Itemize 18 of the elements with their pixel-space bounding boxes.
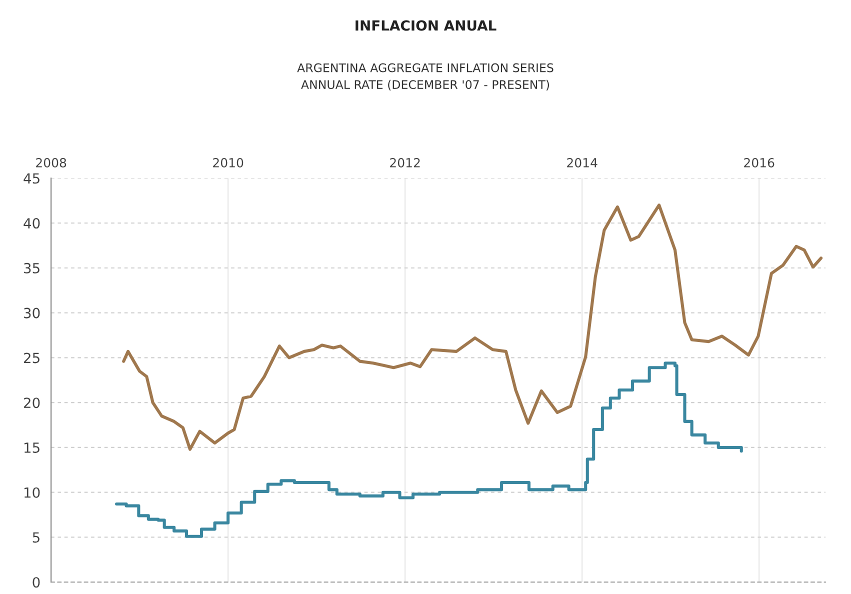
y-tick-label: 0	[32, 577, 40, 588]
y-tick-label: 15	[24, 442, 40, 453]
y-tick-label: 10	[24, 487, 40, 498]
x-tick-label: 2012	[390, 158, 420, 168]
y-tick-label: 45	[24, 173, 40, 184]
y-tick-label: 20	[24, 398, 40, 408]
line-series	[122, 204, 823, 451]
y-tick-label: 25	[24, 352, 40, 364]
x-tick-label: 2010	[213, 158, 244, 168]
y-tick-label: 30	[24, 308, 40, 318]
chart-subtitle: ARGENTINA AGGREGATE INFLATION SERIES ANNUAL RATE (DECEMBER '07 - PRESENT)	[297, 63, 554, 90]
y-tick-label: 5	[32, 532, 40, 543]
x-tick-label: 2016	[744, 158, 774, 168]
x-tick-label: 2014	[567, 158, 598, 168]
y-tick-label: 40	[24, 218, 40, 229]
x-tick-label: 2008	[36, 158, 66, 168]
chart-title: INFLACION ANUAL	[356, 20, 496, 31]
y-tick-label: 35	[24, 262, 40, 274]
